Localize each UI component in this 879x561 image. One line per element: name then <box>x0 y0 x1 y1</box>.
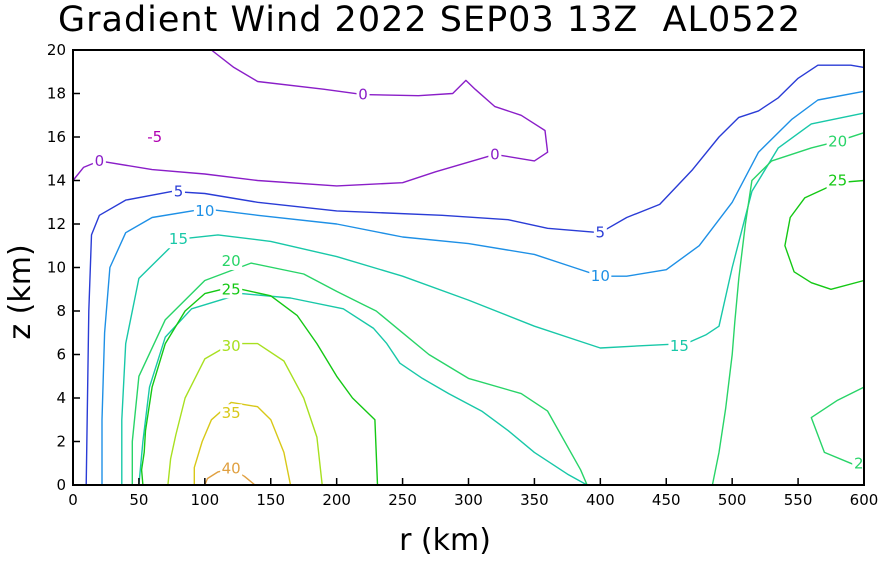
contour-label-30-0: 30 <box>222 337 241 355</box>
contour-label-bg <box>220 459 243 478</box>
contour-line-25-0 <box>140 286 379 486</box>
contour-lines <box>72 49 865 486</box>
x-tick-label: 500 <box>718 491 747 509</box>
contour-label-bg <box>220 404 243 423</box>
x-tick-label: 550 <box>784 491 813 509</box>
y-tick-label: 20 <box>47 41 66 59</box>
contour-line-20-1 <box>711 132 865 486</box>
contour-label-bg <box>220 251 243 270</box>
x-tick-label: 600 <box>850 491 879 509</box>
y-tick-label: 8 <box>56 302 66 320</box>
contour-label-10-1: 10 <box>591 267 610 285</box>
contour-line-25-1 <box>784 179 865 290</box>
contour-label-bg <box>668 336 691 355</box>
contour-label-5-0: 5 <box>174 182 184 200</box>
y-tick-label: 6 <box>56 346 66 364</box>
y-tick-label: 10 <box>47 259 66 277</box>
y-tick-label: 16 <box>47 128 66 146</box>
contour-label-20-1: 20 <box>828 132 847 150</box>
contour-label-bg <box>92 151 106 170</box>
x-tick-label: 0 <box>68 491 78 509</box>
contour-label-25-1: 25 <box>828 172 847 190</box>
contour-line-10-0 <box>101 90 865 485</box>
contour-line-15-1 <box>138 292 588 486</box>
x-tick-label: 150 <box>256 491 285 509</box>
contour-label-bg <box>852 454 866 473</box>
contour-label--5-0: -5 <box>147 128 162 146</box>
contour-label-25-0: 25 <box>222 280 241 298</box>
y-axis: 0 2 4 6 8 10 12 14 16 18 20 <box>47 41 80 494</box>
contour-label-bg <box>167 230 190 249</box>
contour-label-bg <box>193 201 216 220</box>
x-axis-label: r (km) <box>399 523 491 558</box>
contour-line-30-0 <box>167 342 323 486</box>
y-tick-label: 2 <box>56 433 66 451</box>
contour-label-0-1: 0 <box>358 86 368 104</box>
contour-line-35-0 <box>193 401 292 486</box>
contour-label-bg <box>593 223 607 242</box>
contour-label-bg <box>826 132 849 151</box>
contour-label-10-0: 10 <box>195 202 214 220</box>
contour-label-15-0: 15 <box>169 230 188 248</box>
x-tick-label: 250 <box>388 491 417 509</box>
contour-line-0-0 <box>72 49 549 187</box>
contour-label-bg <box>143 128 166 146</box>
x-tick-label: 400 <box>586 491 615 509</box>
contour-label-35-0: 35 <box>222 404 241 422</box>
contour-label-bg <box>589 267 612 286</box>
contour-label-0-2: 0 <box>490 145 500 163</box>
y-axis-label: z (km) <box>3 244 38 339</box>
contour-line-5-0 <box>85 64 865 486</box>
contour-label-bg <box>356 85 370 104</box>
contour-label-5-1: 5 <box>596 224 606 242</box>
contour-label-40-0: 40 <box>222 460 241 478</box>
y-tick-label: 12 <box>47 215 66 233</box>
x-tick-label: 50 <box>129 491 148 509</box>
chart-title: Gradient Wind 2022 SEP03 13Z AL0522 <box>58 0 802 40</box>
contour-label-15-1: 15 <box>670 337 689 355</box>
contour-label-bg <box>171 182 185 201</box>
contour-label-bg <box>220 280 243 299</box>
y-tick-label: 14 <box>47 172 66 190</box>
contour-label-bg <box>488 145 502 164</box>
contour-label-20-0: 20 <box>222 252 241 270</box>
x-axis: 0 50 100 150 200 250 300 350 400 450 500 550 600 <box>68 478 878 509</box>
contour-label-0-0: 0 <box>95 152 105 170</box>
y-tick-label: 4 <box>56 389 66 407</box>
y-tick-label: 0 <box>56 476 66 494</box>
x-tick-label: 350 <box>520 491 549 509</box>
x-tick-label: 300 <box>454 491 483 509</box>
contour-label-bg <box>220 336 243 355</box>
x-tick-label: 200 <box>322 491 351 509</box>
contour-label-bg <box>826 171 849 190</box>
contour-label-20-2: 2 <box>854 454 864 472</box>
contour-line-15-0 <box>121 112 865 485</box>
x-tick-label: 100 <box>191 491 220 509</box>
y-tick-label: 18 <box>47 85 66 103</box>
x-tick-label: 450 <box>652 491 681 509</box>
contour-line-20-0 <box>131 262 588 486</box>
contour-labels: -5 0 0 0 5 5 10 10 15 15 20 20 2 25 25 30 35 40 <box>92 85 866 478</box>
